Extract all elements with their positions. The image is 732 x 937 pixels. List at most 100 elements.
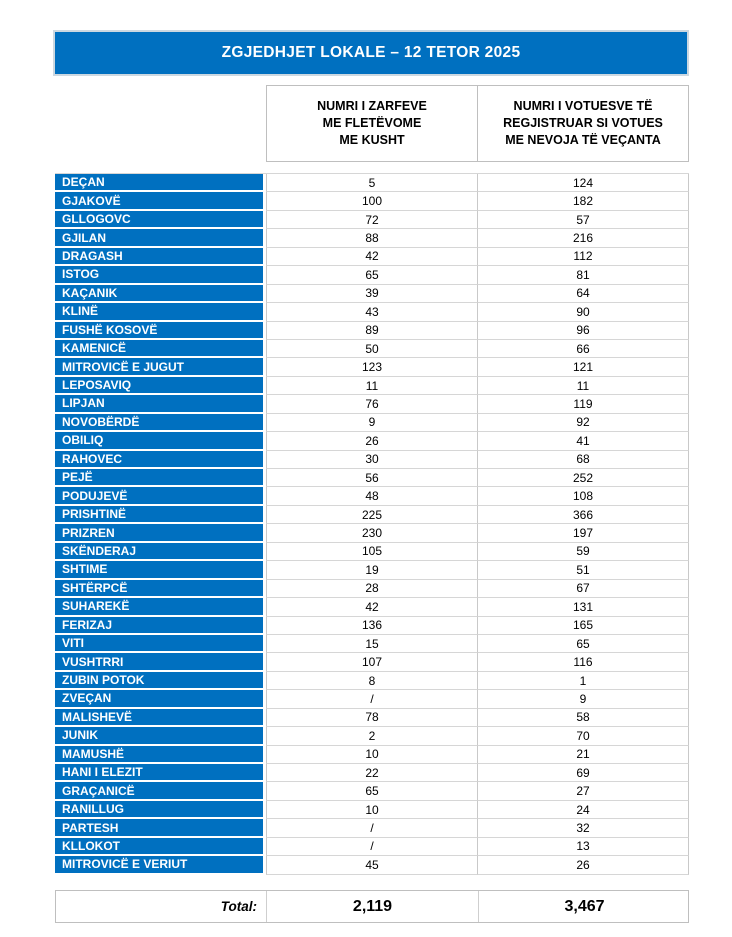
municipality-cell: DRAGASH: [55, 247, 263, 267]
municipality-cell: DEÇAN: [55, 174, 263, 193]
voters-cell: 216: [478, 229, 689, 248]
table-row: ISTOG 65 81: [55, 266, 689, 285]
envelopes-cell: 48: [266, 487, 478, 506]
table-row: KLINË 43 90: [55, 303, 689, 322]
municipality-cell: SUHAREKË: [55, 598, 263, 617]
envelopes-cell: 88: [266, 229, 478, 248]
envelopes-cell: 28: [266, 579, 478, 599]
envelopes-cell: 136: [266, 616, 478, 635]
voters-cell: 165: [478, 616, 689, 635]
table-row: MITROVICË E JUGUT 123 121: [55, 358, 689, 377]
voters-cell: 26: [478, 856, 689, 875]
envelopes-cell: /: [266, 819, 478, 838]
municipality-cell: VITI: [55, 634, 263, 654]
table-row: ZUBIN POTOK 8 1: [55, 671, 689, 691]
table-row: JUNIK 2 70: [55, 727, 689, 746]
municipality-cell: ZUBIN POTOK: [55, 671, 263, 691]
table-row: GJAKOVË 100 182: [55, 192, 689, 211]
envelopes-cell: 5: [266, 174, 478, 193]
municipality-cell: PODUJEVË: [55, 487, 263, 506]
envelopes-cell: 39: [266, 284, 478, 304]
envelopes-cell: 42: [266, 247, 478, 267]
envelopes-cell: 2: [266, 727, 478, 746]
voters-cell: 108: [478, 487, 689, 506]
envelopes-cell: 225: [266, 505, 478, 525]
table-row: RANILLUG 10 24: [55, 800, 689, 820]
voters-cell: 41: [478, 432, 689, 451]
voters-cell: 69: [478, 764, 689, 783]
municipality-cell: LIPJAN: [55, 395, 263, 414]
table-row: KAÇANIK 39 64: [55, 284, 689, 304]
envelopes-cell: 72: [266, 210, 478, 230]
municipality-cell: KAÇANIK: [55, 284, 263, 304]
municipality-cell: FERIZAJ: [55, 616, 263, 635]
voters-cell: 13: [478, 837, 689, 857]
municipality-cell: ZVEÇAN: [55, 690, 263, 709]
municipality-cell: GRAÇANICË: [55, 782, 263, 801]
voters-cell: 66: [478, 339, 689, 359]
table-row: ZVEÇAN/9: [55, 690, 689, 709]
municipality-cell: PEJË: [55, 469, 263, 488]
municipality-cell: PRIZREN: [55, 524, 263, 543]
municipality-cell: VUSHTRRI: [55, 653, 263, 672]
voters-cell: 32: [478, 819, 689, 838]
municipality-cell: GJAKOVË: [55, 192, 263, 211]
municipality-cell: NOVOBËRDË: [55, 413, 263, 433]
envelopes-cell: 10: [266, 800, 478, 820]
municipality-cell: SHTIME: [55, 561, 263, 580]
table-row: PARTESH/32: [55, 819, 689, 838]
voters-cell: 21: [478, 745, 689, 764]
table-row: VUSHTRRI 107 116: [55, 653, 689, 672]
envelopes-cell: 50: [266, 339, 478, 359]
col-header-envelopes: NUMRI I ZARFEVE ME FLETËVOME ME KUSHT: [266, 85, 478, 162]
envelopes-cell: /: [266, 690, 478, 709]
envelopes-cell: 100: [266, 192, 478, 211]
table-row: MITROVICË E VERIUT 45 26: [55, 856, 689, 875]
voters-cell: 1: [478, 671, 689, 691]
voters-cell: 90: [478, 303, 689, 322]
voters-cell: 119: [478, 395, 689, 414]
table-row: VITI 15 65: [55, 634, 689, 654]
total-row: Total: 2,119 3,467: [55, 890, 689, 923]
municipality-cell: ISTOG: [55, 266, 263, 285]
header-spacer: [55, 85, 266, 162]
table-row: DEÇAN 5 124: [55, 174, 689, 193]
envelopes-cell: 42: [266, 598, 478, 617]
envelopes-cell: 76: [266, 395, 478, 414]
voters-cell: 96: [478, 321, 689, 340]
municipality-cell: SHTËRPCË: [55, 579, 263, 599]
table-row: SKËNDERAJ 105 59: [55, 542, 689, 562]
municipality-cell: HANI I ELEZIT: [55, 764, 263, 783]
envelopes-cell: 105: [266, 542, 478, 562]
municipality-cell: GJILAN: [55, 229, 263, 248]
municipality-cell: KAMENICË: [55, 339, 263, 359]
table-row: SUHAREKË 42 131: [55, 598, 689, 617]
municipality-cell: KLINË: [55, 303, 263, 322]
table-row: PEJË 56 252: [55, 469, 689, 488]
voters-cell: 58: [478, 708, 689, 728]
envelopes-cell: 22: [266, 764, 478, 783]
voters-cell: 57: [478, 210, 689, 230]
total-envelopes: 2,119: [267, 891, 479, 922]
data-table: DEÇAN 5 124 GJAKOVË 100 182 GLLOGOVC 72 57 GJILAN…: [55, 173, 689, 875]
envelopes-cell: 45: [266, 856, 478, 875]
table-row: GRAÇANICË 65 27: [55, 782, 689, 801]
municipality-cell: MALISHEVË: [55, 708, 263, 728]
voters-cell: 92: [478, 413, 689, 433]
table-row: LEPOSAVIQ 11 11: [55, 376, 689, 396]
total-voters: 3,467: [564, 897, 605, 915]
voters-cell: 59: [478, 542, 689, 562]
voters-cell: 112: [478, 247, 689, 267]
voters-cell: 366: [478, 505, 689, 525]
table-row: SHTIME 19 51: [55, 561, 689, 580]
envelopes-cell: 65: [266, 266, 478, 285]
municipality-cell: PRISHTINË: [55, 505, 263, 525]
voters-cell: 64: [478, 284, 689, 304]
envelopes-cell: 15: [266, 634, 478, 654]
municipality-cell: MITROVICË E VERIUT: [55, 856, 263, 875]
voters-cell: 116: [478, 653, 689, 672]
voters-cell: 51: [478, 561, 689, 580]
table-row: GLLOGOVC 72 57: [55, 210, 689, 230]
voters-cell: 252: [478, 469, 689, 488]
